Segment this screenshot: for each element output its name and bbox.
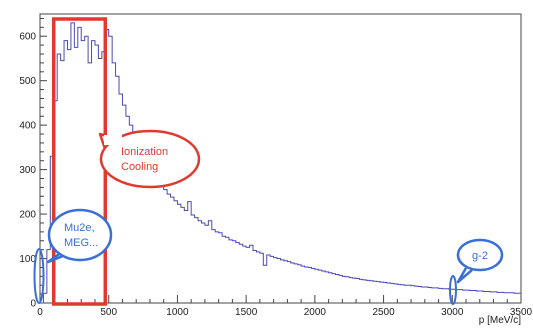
x-tick-label: 1500 — [235, 307, 258, 318]
g-2-bubble — [456, 238, 504, 272]
y-tick-label: 200 — [19, 210, 36, 221]
g-2-region-marker — [448, 275, 457, 305]
g-2-label: g-2 — [472, 250, 488, 262]
ionization-cooling-label: Cooling — [121, 161, 158, 173]
g-2-bubble-tail — [456, 267, 473, 284]
x-tick-label: 3500 — [510, 307, 533, 318]
ionization-cooling-bubble — [99, 129, 201, 189]
x-axis-label: p [MeV/c] — [479, 315, 521, 326]
bubble-tail-mask — [104, 135, 122, 145]
mu2e-meg-bubble — [47, 208, 113, 262]
ionization-cooling-label: Ionization — [121, 146, 168, 158]
y-tick-label: 600 — [19, 32, 36, 43]
x-tick-label: 1000 — [166, 307, 189, 318]
x-tick-label: 3000 — [441, 307, 464, 318]
annotations: Ionization Cooling Mu2e, MEG... g-2 — [33, 17, 504, 306]
ionization-cooling-box — [51, 17, 108, 306]
y-tick-label: 400 — [19, 121, 36, 132]
y-tick-label: 300 — [19, 165, 36, 176]
y-tick-label: 500 — [19, 76, 36, 87]
plot-frame — [39, 13, 522, 304]
x-tick-label: 500 — [100, 307, 117, 318]
mu2e-meg-label: Mu2e, — [64, 222, 95, 234]
mu2e-meg-label: MEG... — [64, 237, 98, 249]
x-tick-label: 0 — [37, 307, 43, 318]
mu2e-meg-region-marker — [33, 248, 45, 304]
x-tick-label: 2500 — [372, 307, 395, 318]
y-tick-label: 0 — [30, 299, 36, 310]
x-tick-label: 2000 — [304, 307, 327, 318]
y-tick-label: 100 — [19, 254, 36, 265]
x-axis: 0 500 1000 1500 2000 2500 3000 3500 — [37, 295, 533, 318]
histogram-series-line — [40, 22, 521, 304]
